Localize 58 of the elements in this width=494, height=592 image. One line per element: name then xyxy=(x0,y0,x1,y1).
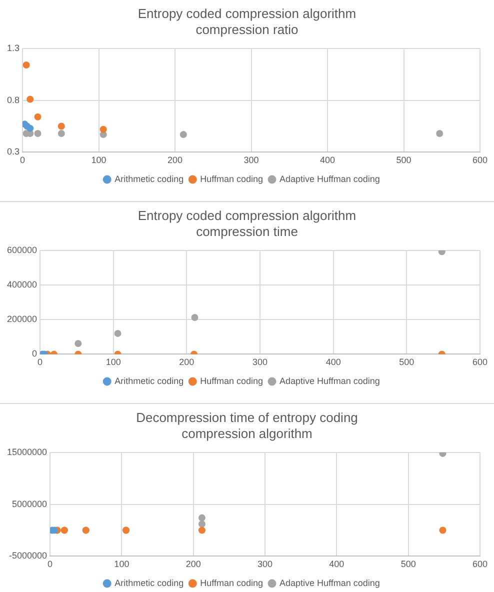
legend-label: Arithmetic coding xyxy=(114,376,184,386)
point xyxy=(198,514,206,522)
point xyxy=(180,131,187,138)
legend-label: Arithmetic coding xyxy=(114,578,184,588)
point xyxy=(58,122,65,130)
y-tick-label: 600000 xyxy=(6,244,38,255)
x-tick-label: 300 xyxy=(258,559,273,570)
chart-title: Entropy coded compression algorithm compression time xyxy=(136,208,358,241)
y-tick-label: 0.8 xyxy=(6,94,20,105)
x-tick-label: 600 xyxy=(472,357,488,368)
legend-label: Huffman coding xyxy=(200,376,264,386)
y-tick-label: 15000000 xyxy=(6,446,48,457)
x-tick-label: 400 xyxy=(329,559,344,570)
legend-label: Adaptive Huffman coding xyxy=(280,174,380,184)
y-tick-label: 0.3 xyxy=(6,146,20,157)
x-tick-label: 600 xyxy=(472,559,488,570)
x-tick-label: 400 xyxy=(320,155,336,166)
point xyxy=(34,130,42,138)
chart-title: Entropy coded compression algorithm compression ratio xyxy=(136,6,358,39)
x-tick-label: 200 xyxy=(179,357,194,368)
x-tick-label: 100 xyxy=(106,357,121,368)
point xyxy=(198,520,206,528)
point xyxy=(191,314,198,322)
x-tick-label: 600 xyxy=(472,155,488,166)
point xyxy=(22,62,30,69)
chart-title: Decompression time of entropy coding compression algorithm xyxy=(135,410,359,443)
x-tick-label: 200 xyxy=(186,559,201,570)
y-tick-label: 5000000 xyxy=(12,498,48,509)
y-tick-label: 0 xyxy=(32,348,38,359)
point xyxy=(74,340,82,347)
point xyxy=(26,124,34,132)
point xyxy=(439,526,446,534)
x-tick-label: 300 xyxy=(244,155,259,166)
point xyxy=(100,126,107,133)
point xyxy=(34,113,42,120)
y-tick-label: 200000 xyxy=(6,314,38,324)
x-tick-label: 100 xyxy=(114,559,130,570)
point xyxy=(198,526,206,534)
point xyxy=(114,330,122,337)
point xyxy=(438,250,446,256)
x-tick-label: 300 xyxy=(252,357,268,368)
y-tick-label: 1.3 xyxy=(6,42,20,53)
point xyxy=(58,130,65,138)
x-tick-label: 400 xyxy=(326,357,341,368)
point xyxy=(26,96,34,103)
point xyxy=(436,130,444,138)
x-tick-label: 500 xyxy=(400,559,416,570)
x-tick-label: 500 xyxy=(396,155,412,166)
legend-label: Adaptive Huffman coding xyxy=(280,578,380,588)
y-tick-label: 400000 xyxy=(6,279,38,290)
x-tick-label: 100 xyxy=(91,155,106,166)
legend-label: Huffman coding xyxy=(200,174,264,184)
x-tick-label: 200 xyxy=(167,155,183,166)
legend-label: Adaptive Huffman coding xyxy=(280,376,380,386)
y-tick-label: -5000000 xyxy=(8,550,48,561)
x-tick-label: 500 xyxy=(399,357,414,368)
legend-label: Arithmetic coding xyxy=(114,174,184,184)
legend-label: Huffman coding xyxy=(200,578,264,588)
